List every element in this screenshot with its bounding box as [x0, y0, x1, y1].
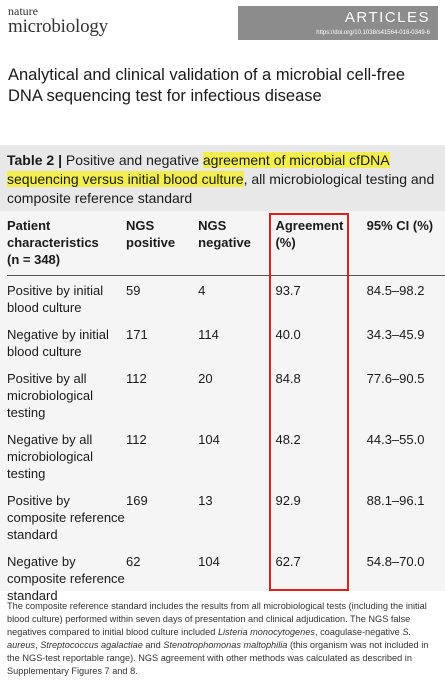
- table-row: Negative by composite reference standard…: [7, 547, 445, 608]
- row-ngs-positive: 59: [126, 283, 141, 298]
- header-ci: 95% CI (%): [366, 218, 434, 233]
- header-ngs-positive: NGS positive: [126, 218, 176, 250]
- journal-header: nature microbiology ARTICLES https://doi…: [0, 0, 445, 44]
- article-title: Analytical and clinical validation of a …: [8, 66, 406, 105]
- table-row: Positive by all microbiological testing …: [7, 364, 445, 425]
- row-label: Negative by composite reference standard: [7, 554, 125, 603]
- row-label: Positive by initial blood culture: [7, 283, 104, 315]
- header-agreement: Agreement (%): [275, 218, 344, 250]
- logo-big-text: microbiology: [8, 16, 108, 37]
- row-ngs-negative: 104: [198, 432, 220, 447]
- species-name: S. aureus: [7, 627, 412, 650]
- row-ngs-negative: 20: [198, 371, 213, 386]
- row-agreement: 48.2: [275, 432, 301, 447]
- results-table: Patient characteristics (n = 348) NGS pos…: [7, 215, 445, 608]
- table-footnote: The composite reference standard include…: [7, 601, 429, 676]
- header-ngs-negative: NGS negative: [198, 218, 251, 250]
- row-ci: 88.1–96.1: [366, 493, 425, 508]
- caption-post: , all microbiological testing and compos…: [7, 171, 435, 206]
- header-patient: Patient characteristics (n = 348): [7, 218, 99, 267]
- row-agreement: 92.9: [275, 493, 301, 508]
- section-bar: ARTICLES https://doi.org/10.1038/s41564-…: [238, 6, 438, 40]
- row-agreement: 62.7: [275, 554, 301, 569]
- row-ngs-positive: 171: [126, 327, 148, 342]
- journal-logo[interactable]: nature microbiology: [8, 5, 108, 36]
- row-ci: 54.8–70.0: [366, 554, 425, 569]
- caption-pre: Positive and negative: [65, 152, 203, 168]
- row-agreement: 40.0: [275, 327, 301, 342]
- row-ngs-positive: 112: [126, 432, 147, 447]
- row-agreement: 84.8: [275, 371, 301, 386]
- row-label: Positive by composite reference standard: [7, 493, 125, 542]
- caption-label: Table 2 |: [7, 152, 66, 168]
- table-row: Positive by composite reference standard…: [7, 486, 445, 547]
- doi-link[interactable]: https://doi.org/10.1038/s41564-018-0349-…: [316, 30, 430, 36]
- row-ci: 84.5–98.2: [366, 283, 425, 298]
- row-ngs-negative: 4: [198, 283, 206, 298]
- header-n: (n = 348): [7, 252, 61, 267]
- row-label: Negative by initial blood culture: [7, 327, 109, 359]
- section-label: ARTICLES: [344, 9, 430, 26]
- table-row: Positive by initial blood culture 59 4 9…: [7, 276, 445, 321]
- table-header-row: Patient characteristics (n = 348) NGS pos…: [7, 215, 445, 276]
- row-ngs-positive: 112: [126, 371, 147, 386]
- row-ngs-positive: 62: [126, 554, 141, 569]
- row-ngs-positive: 169: [126, 493, 148, 508]
- row-ci: 44.3–55.0: [366, 432, 425, 447]
- logo-small-text: nature: [8, 4, 38, 18]
- row-label: Negative by all microbiological testing: [7, 432, 93, 481]
- row-ngs-negative: 104: [198, 554, 220, 569]
- row-ci: 34.3–45.9: [366, 327, 425, 342]
- species-name: Listeria monocytogenes: [217, 627, 315, 637]
- row-agreement: 93.7: [275, 283, 301, 298]
- table-row: Negative by all microbiological testing …: [7, 425, 445, 486]
- species-name: Streptococcus agalactiae: [40, 640, 143, 650]
- table-row: Negative by initial blood culture 171 11…: [7, 320, 445, 364]
- species-name: Stenotrophomonas maltophilia: [163, 640, 288, 650]
- table-caption: Table 2 | Positive and negative agreemen…: [7, 151, 439, 208]
- row-ngs-negative: 114: [198, 327, 219, 342]
- row-ci: 77.6–90.5: [366, 371, 425, 386]
- row-label: Positive by all microbiological testing: [7, 371, 93, 420]
- row-ngs-negative: 13: [198, 493, 213, 508]
- table-container: Patient characteristics (n = 348) NGS pos…: [0, 211, 445, 603]
